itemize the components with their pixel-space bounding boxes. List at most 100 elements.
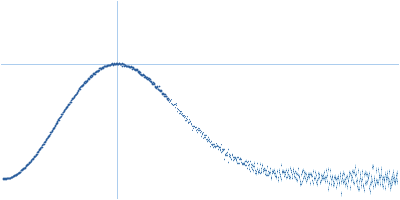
Point	[77, 86, 84, 89]
Point	[46, 132, 53, 136]
Point	[154, 86, 160, 89]
Point	[13, 172, 20, 175]
Point	[6, 176, 13, 179]
Point	[122, 65, 129, 68]
Point	[120, 62, 126, 66]
Point	[158, 91, 165, 94]
Point	[34, 150, 40, 153]
Point	[103, 65, 110, 68]
Point	[35, 149, 42, 153]
Point	[38, 146, 44, 149]
Point	[114, 62, 121, 65]
Point	[155, 87, 162, 91]
Point	[51, 125, 57, 128]
Point	[4, 177, 11, 180]
Point	[144, 78, 150, 81]
Point	[95, 70, 102, 73]
Point	[102, 65, 109, 68]
Point	[128, 65, 135, 69]
Point	[78, 85, 85, 88]
Point	[2, 177, 8, 180]
Point	[136, 71, 143, 74]
Point	[70, 96, 76, 100]
Point	[43, 137, 49, 140]
Point	[152, 85, 158, 88]
Point	[16, 171, 23, 174]
Point	[69, 98, 75, 101]
Point	[107, 63, 113, 66]
Point	[112, 63, 118, 66]
Point	[143, 76, 150, 79]
Point	[7, 176, 13, 179]
Point	[118, 62, 124, 66]
Point	[67, 100, 74, 104]
Point	[165, 99, 171, 102]
Point	[30, 156, 36, 159]
Point	[130, 66, 136, 69]
Point	[0, 177, 7, 180]
Point	[97, 67, 103, 70]
Point	[70, 96, 76, 99]
Point	[132, 68, 139, 71]
Point	[158, 89, 164, 92]
Point	[68, 98, 74, 101]
Point	[150, 81, 156, 84]
Point	[27, 160, 33, 164]
Point	[120, 64, 127, 67]
Point	[40, 142, 47, 145]
Point	[36, 148, 42, 151]
Point	[145, 78, 151, 81]
Point	[69, 97, 76, 100]
Point	[32, 154, 38, 157]
Point	[95, 69, 101, 72]
Point	[116, 63, 123, 66]
Point	[2, 177, 8, 180]
Point	[128, 65, 134, 68]
Point	[13, 174, 19, 177]
Point	[38, 145, 45, 148]
Point	[61, 110, 67, 113]
Point	[62, 108, 68, 111]
Point	[84, 79, 90, 82]
Point	[90, 72, 97, 75]
Point	[82, 81, 88, 84]
Point	[51, 125, 58, 128]
Point	[33, 152, 40, 155]
Point	[47, 130, 54, 134]
Point	[99, 67, 106, 70]
Point	[101, 65, 107, 68]
Point	[156, 89, 163, 92]
Point	[164, 97, 170, 101]
Point	[123, 64, 129, 67]
Point	[39, 143, 45, 147]
Point	[158, 90, 164, 93]
Point	[124, 64, 130, 67]
Point	[133, 68, 140, 71]
Point	[130, 67, 137, 70]
Point	[126, 66, 133, 69]
Point	[92, 70, 98, 73]
Point	[135, 69, 141, 72]
Point	[160, 92, 166, 95]
Point	[164, 96, 171, 100]
Point	[141, 75, 148, 78]
Point	[23, 164, 30, 167]
Point	[159, 92, 166, 95]
Point	[112, 62, 118, 66]
Point	[80, 83, 86, 87]
Point	[72, 93, 78, 96]
Point	[144, 75, 150, 78]
Point	[92, 71, 99, 74]
Point	[82, 80, 89, 83]
Point	[129, 66, 136, 69]
Point	[41, 141, 47, 144]
Point	[99, 65, 105, 69]
Point	[34, 150, 41, 153]
Point	[52, 123, 58, 126]
Point	[113, 62, 120, 66]
Point	[139, 73, 146, 76]
Point	[56, 118, 62, 121]
Point	[4, 176, 10, 180]
Point	[26, 161, 32, 165]
Point	[124, 64, 130, 67]
